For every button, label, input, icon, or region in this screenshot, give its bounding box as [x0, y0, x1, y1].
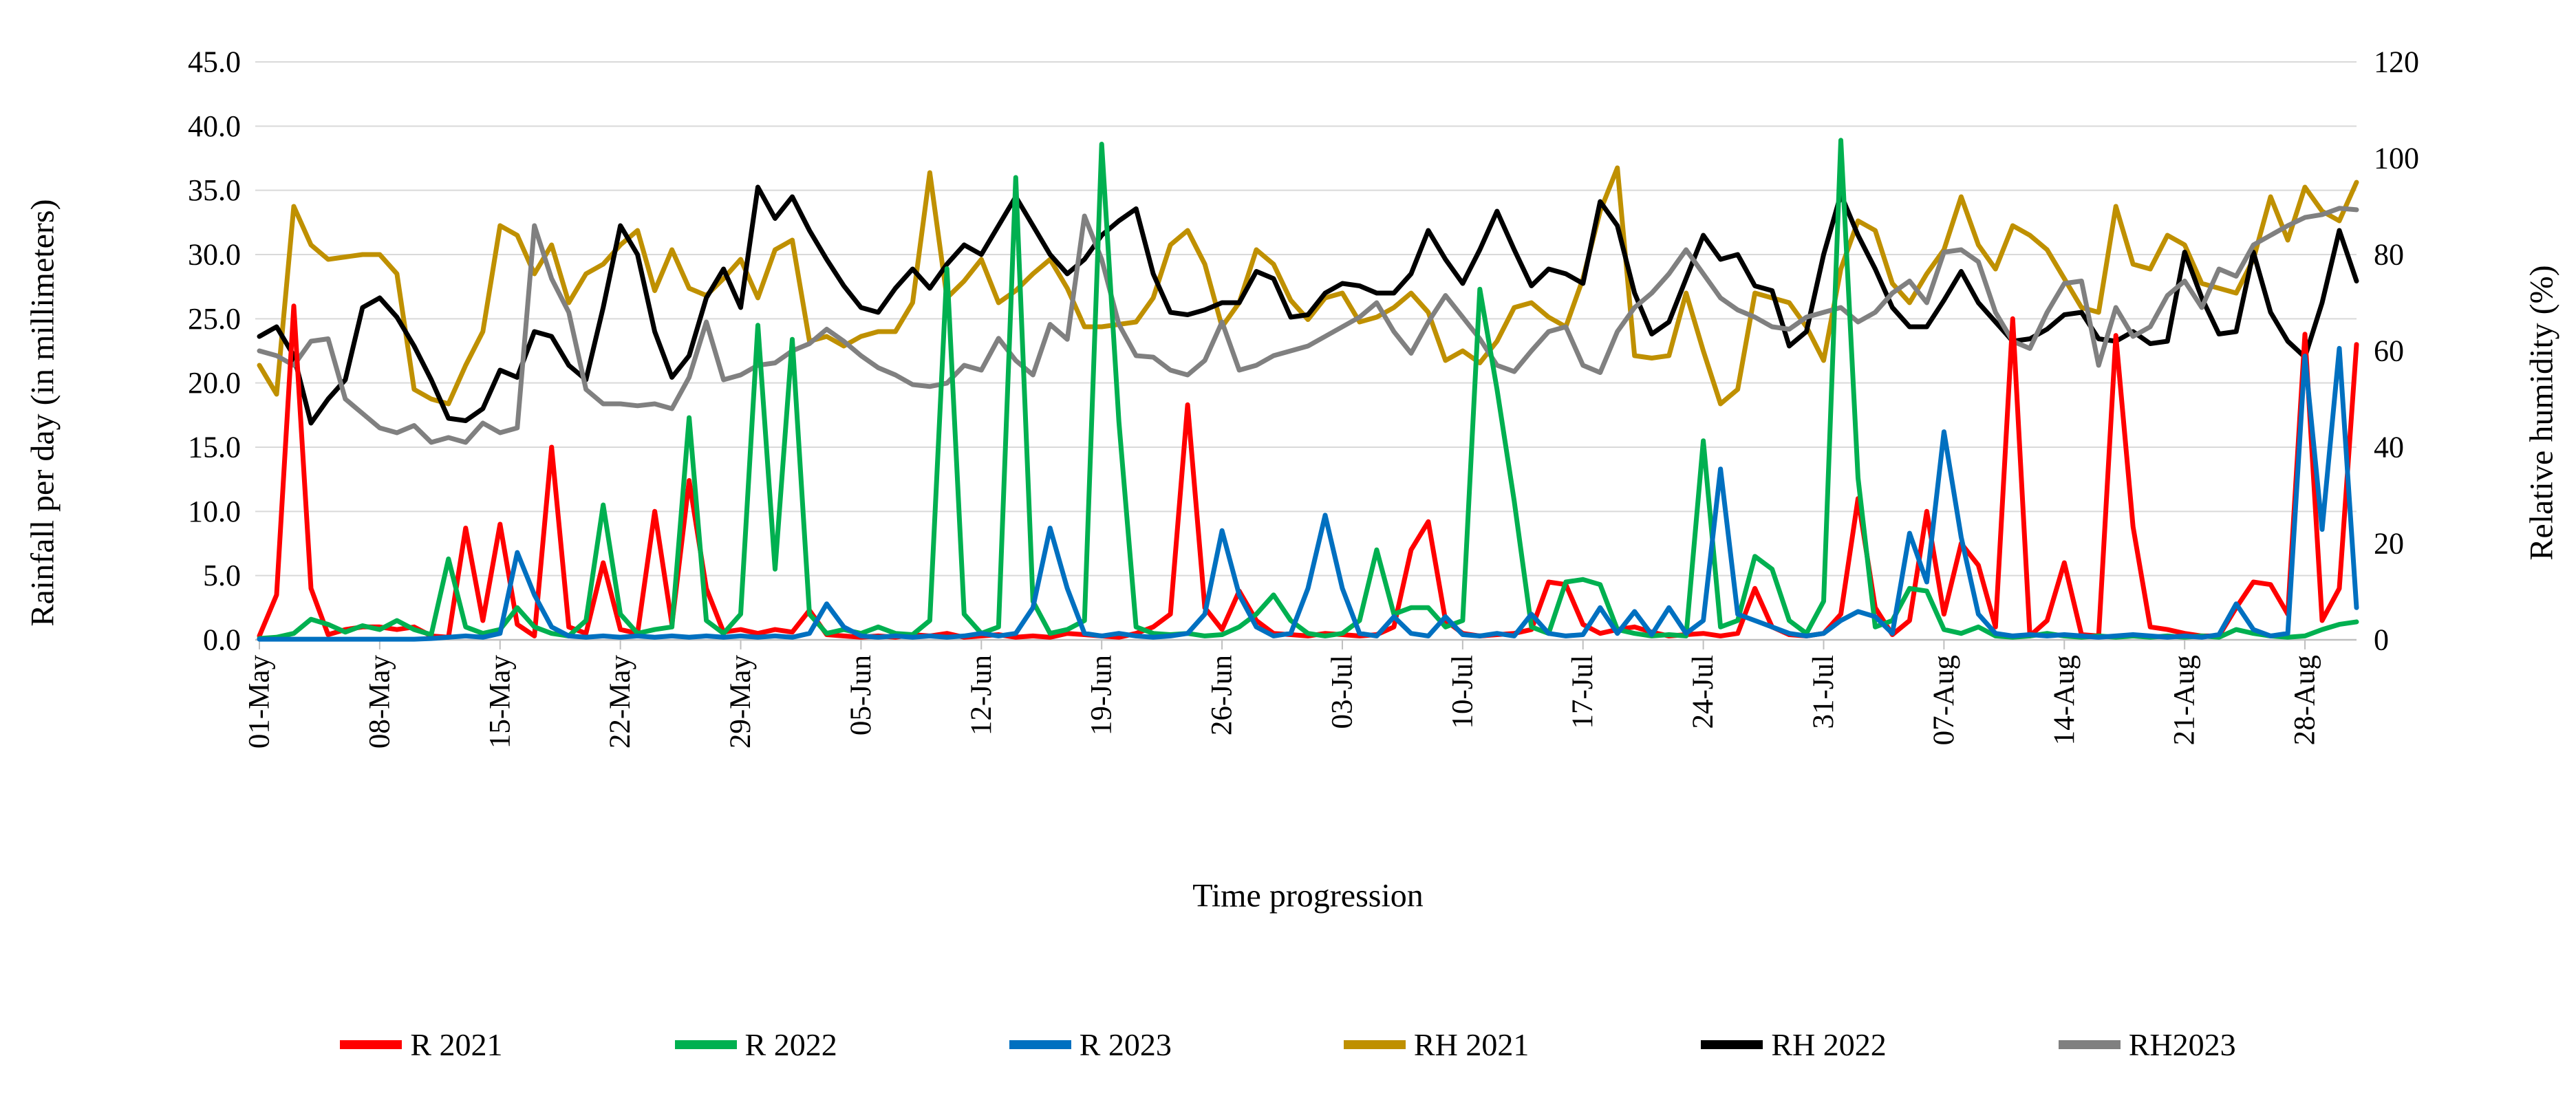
legend-item-r-2023: R 2023 — [1009, 1026, 1172, 1063]
left-tick-label: 20.0 — [188, 366, 241, 400]
x-tick-label: 31-Jul — [1807, 655, 1840, 729]
right-tick-label: 80 — [2374, 238, 2404, 272]
x-tick-label: 08-May — [363, 655, 396, 749]
series-line-r-2022 — [257, 138, 2359, 641]
left-tick-label: 35.0 — [188, 173, 241, 207]
x-tick-label: 07-Aug — [1928, 655, 1960, 745]
series-line-rh2023 — [257, 206, 2359, 445]
left-tick-label: 15.0 — [188, 431, 241, 464]
x-axis-title: Time progression — [1192, 877, 1424, 914]
legend-item-r-2022: R 2022 — [674, 1026, 837, 1063]
x-axis-tick-labels: 01-May 08-May 15-May 22-May 29-May 05-Jun 12-J… — [244, 655, 2321, 749]
series-line-rh-2021 — [257, 165, 2359, 407]
x-tick-label: 12-Jun — [965, 655, 998, 735]
chart-legend: R 2021 R 2022 R 2023 RH 2021 RH 2022 RH2023 — [0, 1026, 2576, 1063]
x-tick-label: 21-Aug — [2169, 655, 2201, 745]
legend-item-rh-2021: RH 2021 — [1343, 1026, 1530, 1063]
legend-swatch-r-2021 — [340, 1040, 402, 1049]
x-tick-label: 15-May — [484, 655, 516, 749]
left-axis-title: Rainfall per day (in millimeters) — [24, 199, 61, 627]
left-tick-label: 0.0 — [203, 623, 241, 657]
left-axis-tick-labels: 0.0 5.0 10.0 15.0 20.0 25.0 30.0 35.0 40.0 45.0 — [188, 45, 241, 657]
gridlines — [255, 61, 2357, 641]
right-tick-label: 40 — [2374, 431, 2404, 464]
legend-label-r-2022: R 2022 — [744, 1027, 837, 1062]
legend-item-rh-2022: RH 2022 — [1701, 1026, 1887, 1063]
right-axis-title: Relative humidity (%) — [2523, 265, 2560, 561]
x-tick-label: 28-Aug — [2289, 655, 2321, 745]
left-tick-label: 45.0 — [188, 45, 241, 79]
left-tick-label: 40.0 — [188, 109, 241, 143]
left-tick-label: 10.0 — [188, 495, 241, 528]
right-tick-label: 120 — [2374, 45, 2419, 79]
legend-label-rh-2021: RH 2021 — [1413, 1027, 1530, 1062]
x-tick-label: 03-Jul — [1326, 655, 1358, 729]
legend-label-r-2021: R 2021 — [410, 1027, 503, 1062]
x-tick-label: 17-Jul — [1567, 655, 1599, 729]
left-tick-label: 30.0 — [188, 238, 241, 272]
x-tick-label: 14-Aug — [2048, 655, 2081, 745]
x-tick-label: 26-Jun — [1206, 655, 1238, 735]
right-tick-label: 100 — [2374, 142, 2419, 175]
left-tick-label: 25.0 — [188, 302, 241, 336]
legend-swatch-rh2023 — [2058, 1040, 2121, 1049]
legend-item-r-2021: R 2021 — [340, 1026, 503, 1063]
x-tick-marks — [259, 640, 2306, 649]
right-tick-label: 0 — [2374, 623, 2389, 657]
right-tick-label: 60 — [2374, 334, 2404, 368]
x-tick-label: 22-May — [604, 655, 636, 749]
x-tick-label: 10-Jul — [1446, 655, 1479, 729]
right-axis-tick-labels: 0 20 40 60 80 100 120 — [2374, 45, 2419, 657]
left-tick-label: 5.0 — [203, 559, 241, 592]
right-tick-label: 20 — [2374, 527, 2404, 561]
x-tick-label: 29-May — [724, 655, 757, 749]
legend-item-rh2023: RH2023 — [2058, 1026, 2236, 1063]
x-tick-label: 05-Jun — [845, 655, 877, 735]
legend-label-rh-2022: RH 2022 — [1771, 1027, 1887, 1062]
series-line-rh-2022 — [257, 184, 2359, 426]
series-line-r-2021 — [257, 303, 2359, 640]
legend-swatch-rh-2022 — [1701, 1040, 1763, 1049]
series-line-r-2023 — [257, 345, 2359, 642]
x-tick-label: 19-Jun — [1086, 655, 1118, 735]
legend-label-r-2023: R 2023 — [1079, 1027, 1172, 1062]
x-tick-label: 01-May — [244, 655, 276, 749]
legend-label-rh2023: RH2023 — [2128, 1027, 2236, 1062]
legend-swatch-rh-2021 — [1343, 1040, 1406, 1049]
legend-swatch-r-2023 — [1009, 1040, 1071, 1049]
x-tick-label: 24-Jul — [1687, 655, 1719, 729]
legend-swatch-r-2022 — [674, 1040, 737, 1049]
